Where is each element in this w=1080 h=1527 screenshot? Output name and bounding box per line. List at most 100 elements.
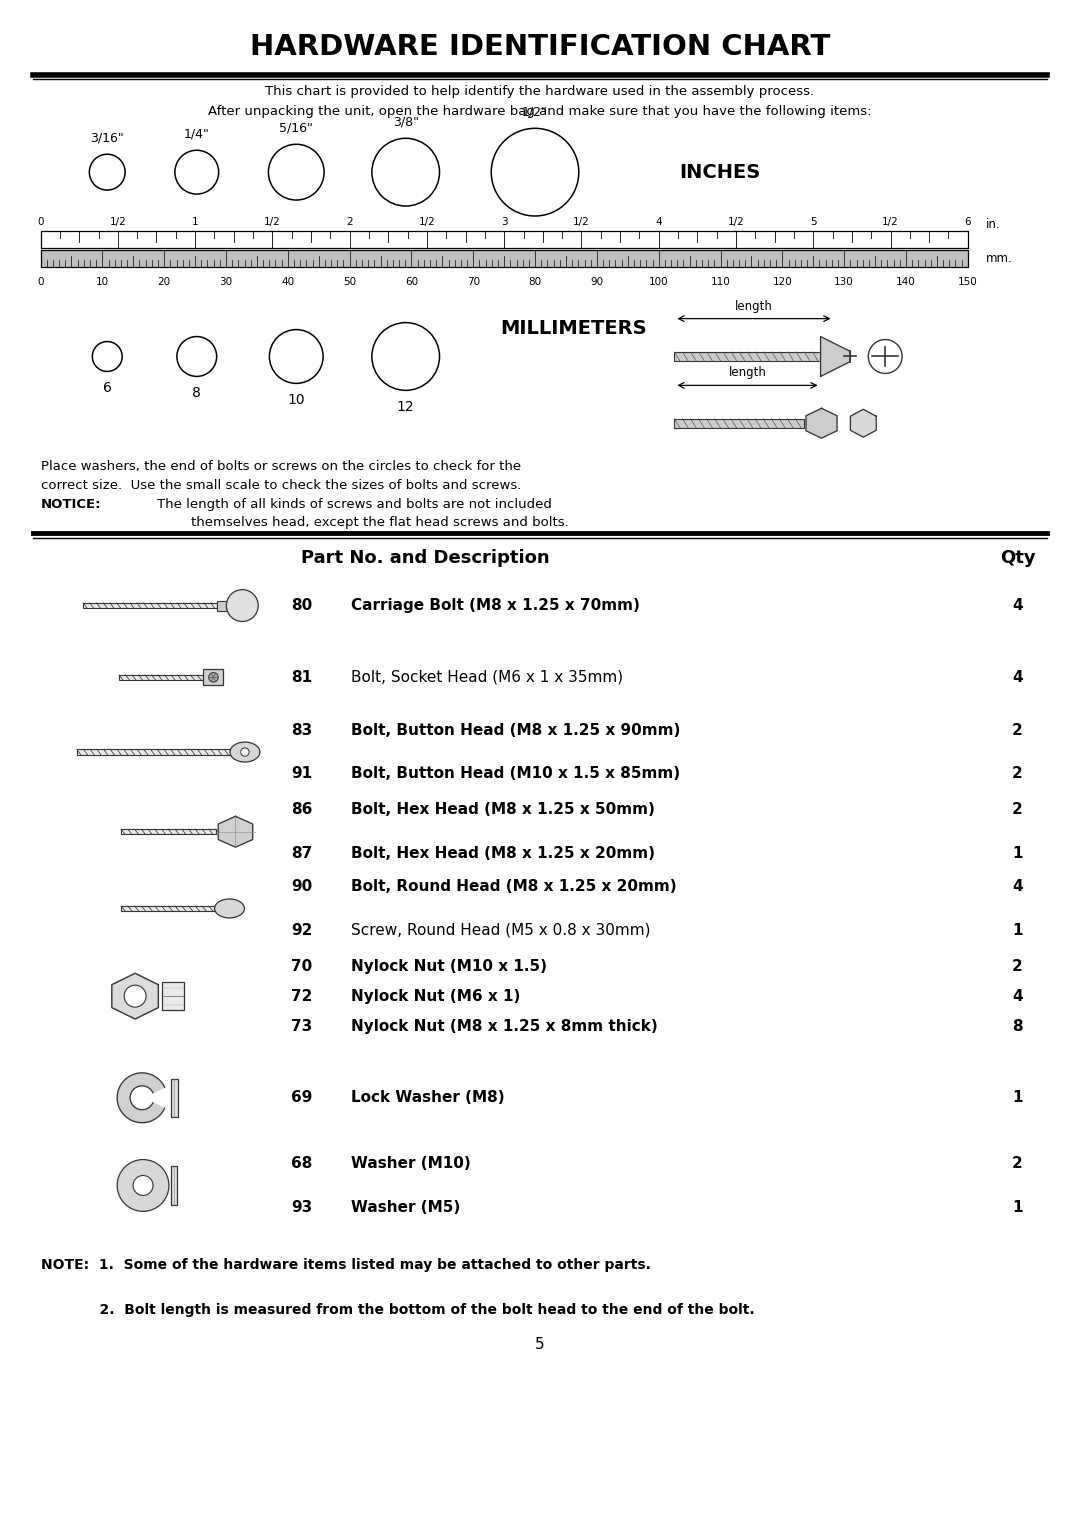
Text: 6: 6 — [103, 382, 111, 395]
Ellipse shape — [215, 899, 244, 918]
Text: 91: 91 — [292, 767, 312, 782]
Circle shape — [133, 1176, 153, 1196]
Ellipse shape — [230, 742, 260, 762]
Text: 4: 4 — [1012, 988, 1023, 1003]
Text: Nylock Nut (M6 x 1): Nylock Nut (M6 x 1) — [351, 988, 521, 1003]
Bar — [171, 1165, 177, 1205]
Text: 4: 4 — [1012, 670, 1023, 684]
Text: 6: 6 — [964, 217, 971, 228]
Text: Nylock Nut (M10 x 1.5): Nylock Nut (M10 x 1.5) — [351, 959, 546, 974]
Text: 1/4": 1/4" — [184, 127, 210, 140]
Text: 1/2: 1/2 — [109, 217, 126, 228]
Text: 60: 60 — [405, 276, 418, 287]
Text: length: length — [735, 299, 773, 313]
Text: in.: in. — [986, 218, 1000, 231]
Text: 1: 1 — [1012, 1090, 1023, 1106]
Text: 72: 72 — [292, 988, 313, 1003]
Text: 0: 0 — [38, 276, 44, 287]
Text: 80: 80 — [528, 276, 542, 287]
Text: 130: 130 — [834, 276, 854, 287]
Polygon shape — [112, 973, 159, 1019]
Polygon shape — [850, 409, 876, 437]
Circle shape — [241, 748, 249, 756]
Text: 8: 8 — [192, 386, 201, 400]
Text: The length of all kinds of screws and bolts are not included
        themselves : The length of all kinds of screws and bo… — [157, 498, 569, 530]
Text: 1: 1 — [1012, 922, 1023, 938]
Text: 87: 87 — [292, 846, 312, 861]
Text: 8: 8 — [1012, 1019, 1023, 1034]
Text: 86: 86 — [292, 802, 313, 817]
Bar — [217, 600, 229, 611]
Text: 10: 10 — [96, 276, 109, 287]
Text: 1: 1 — [192, 217, 199, 228]
Text: 70: 70 — [292, 959, 312, 974]
Text: Bolt, Socket Head (M6 x 1 x 35mm): Bolt, Socket Head (M6 x 1 x 35mm) — [351, 670, 623, 684]
Text: 150: 150 — [958, 276, 977, 287]
Text: After unpacking the unit, open the hardware bag and make sure that you have the : After unpacking the unit, open the hardw… — [208, 105, 872, 118]
Text: This chart is provided to help identify the hardware used in the assembly proces: This chart is provided to help identify … — [266, 86, 814, 98]
Text: Carriage Bolt (M8 x 1.25 x 70mm): Carriage Bolt (M8 x 1.25 x 70mm) — [351, 599, 639, 612]
Text: NOTICE:: NOTICE: — [41, 498, 102, 512]
Text: 4: 4 — [1012, 880, 1023, 893]
Text: 92: 92 — [292, 922, 313, 938]
Text: 73: 73 — [292, 1019, 312, 1034]
Text: 68: 68 — [292, 1156, 313, 1171]
Text: Part No. and Description: Part No. and Description — [301, 548, 550, 567]
Text: 1/2: 1/2 — [573, 217, 590, 228]
Text: Bolt, Hex Head (M8 x 1.25 x 50mm): Bolt, Hex Head (M8 x 1.25 x 50mm) — [351, 802, 654, 817]
Text: 81: 81 — [292, 670, 312, 684]
Polygon shape — [218, 817, 253, 847]
Text: 83: 83 — [292, 722, 312, 738]
Text: INCHES: INCHES — [679, 163, 760, 182]
Text: Bolt, Button Head (M10 x 1.5 x 85mm): Bolt, Button Head (M10 x 1.5 x 85mm) — [351, 767, 680, 782]
Bar — [41, 231, 968, 247]
Text: 2.  Bolt length is measured from the bottom of the bolt head to the end of the b: 2. Bolt length is measured from the bott… — [41, 1303, 754, 1316]
Text: 10: 10 — [287, 394, 305, 408]
Text: Bolt, Hex Head (M8 x 1.25 x 20mm): Bolt, Hex Head (M8 x 1.25 x 20mm) — [351, 846, 654, 861]
Text: 5: 5 — [810, 217, 816, 228]
Text: 93: 93 — [292, 1200, 312, 1215]
Bar — [119, 675, 203, 680]
Text: 2: 2 — [347, 217, 353, 228]
Text: 3/16": 3/16" — [91, 131, 124, 144]
Text: 80: 80 — [292, 599, 312, 612]
Text: Washer (M5): Washer (M5) — [351, 1200, 460, 1215]
Text: 90: 90 — [292, 880, 312, 893]
Polygon shape — [821, 336, 850, 377]
Text: 1/2": 1/2" — [522, 105, 548, 119]
Text: 5: 5 — [536, 1338, 544, 1353]
Text: 1: 1 — [1012, 1200, 1023, 1215]
Circle shape — [868, 339, 902, 374]
Bar — [77, 750, 231, 754]
Text: 2: 2 — [1012, 722, 1023, 738]
Text: mm.: mm. — [986, 252, 1012, 264]
Text: 100: 100 — [649, 276, 669, 287]
Text: 140: 140 — [896, 276, 916, 287]
Circle shape — [124, 985, 146, 1008]
Circle shape — [118, 1159, 168, 1211]
Bar — [83, 603, 217, 608]
Bar — [674, 353, 821, 360]
Text: Place washers, the end of bolts or screws on the circles to check for the
correc: Place washers, the end of bolts or screw… — [41, 460, 521, 492]
Text: Bolt, Button Head (M8 x 1.25 x 90mm): Bolt, Button Head (M8 x 1.25 x 90mm) — [351, 722, 680, 738]
Bar — [121, 829, 216, 834]
Text: 2: 2 — [1012, 767, 1023, 782]
Text: 1/2: 1/2 — [882, 217, 899, 228]
Text: 4: 4 — [1012, 599, 1023, 612]
Text: 90: 90 — [591, 276, 604, 287]
Text: 69: 69 — [292, 1090, 313, 1106]
Text: 30: 30 — [219, 276, 232, 287]
Circle shape — [227, 589, 258, 621]
Text: Screw, Round Head (M5 x 0.8 x 30mm): Screw, Round Head (M5 x 0.8 x 30mm) — [351, 922, 650, 938]
Text: 40: 40 — [281, 276, 295, 287]
Text: 3/8": 3/8" — [393, 116, 419, 128]
Text: NOTE:  1.  Some of the hardware items listed may be attached to other parts.: NOTE: 1. Some of the hardware items list… — [41, 1258, 650, 1272]
Polygon shape — [806, 408, 837, 438]
Text: 5/16": 5/16" — [280, 121, 313, 134]
Text: 4: 4 — [656, 217, 662, 228]
Bar — [674, 418, 804, 428]
Circle shape — [208, 672, 218, 683]
Bar — [162, 982, 184, 1009]
Text: 110: 110 — [711, 276, 730, 287]
Bar — [171, 1080, 178, 1116]
